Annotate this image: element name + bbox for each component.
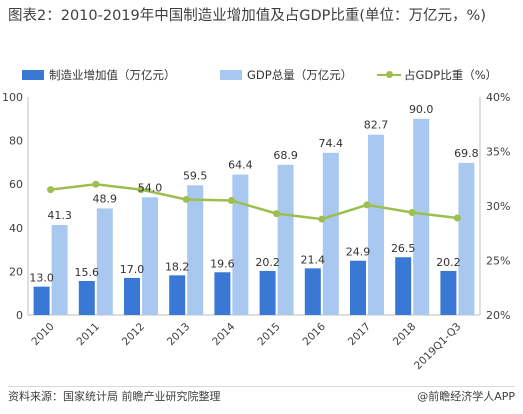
data-label-mfg: 17.0 (120, 263, 145, 276)
bar-mfg (214, 272, 231, 315)
legend-label-gdp: GDP总量（万亿元） (247, 68, 353, 82)
bar-mfg (124, 277, 140, 315)
bar-gdp (142, 197, 158, 315)
legend-label-mfg: 制造业增加值（万亿元） (49, 68, 176, 82)
y-right-tick-label: 20% (486, 309, 510, 322)
bar-gdp (413, 118, 430, 315)
bar-gdp (368, 134, 384, 315)
legend-marker-ratio (386, 71, 393, 78)
bar-gdp (322, 152, 339, 315)
x-tick-label: 2019Q1-Q3 (412, 321, 463, 372)
bar-gdp (51, 224, 68, 315)
y-left-tick-label: 100 (2, 91, 23, 104)
x-tick-label: 2014 (210, 320, 238, 348)
bar-mfg (259, 270, 276, 315)
y-left-tick-label: 60 (9, 178, 23, 191)
bar-mfg (440, 270, 457, 315)
point-ratio (408, 209, 416, 217)
point-ratio (47, 186, 55, 194)
legend-swatch-gdp (220, 70, 242, 80)
bar-gdp (187, 185, 204, 315)
x-tick-label: 2012 (120, 321, 147, 348)
bar-mfg (33, 286, 50, 315)
bar-gdp (458, 162, 475, 315)
data-label-gdp: 54.0 (138, 181, 163, 194)
point-ratio (273, 210, 281, 218)
y-right-tick-label: 40% (486, 91, 510, 104)
legend-swatch-mfg (22, 70, 44, 80)
data-label-gdp: 59.5 (183, 169, 208, 182)
chart-title: 图表2：2010-2019年中国制造业增加值及占GDP比重(单位：万亿元，%) (8, 8, 486, 24)
x-tick-label: 2010 (29, 321, 56, 348)
point-ratio (318, 215, 326, 223)
x-tick-label: 2015 (255, 321, 282, 348)
y-left-tick-label: 40 (9, 222, 23, 235)
data-label-gdp: 41.3 (47, 209, 72, 222)
bar-mfg (350, 260, 366, 315)
data-label-gdp: 48.9 (93, 192, 118, 205)
data-label-mfg: 18.2 (165, 260, 190, 273)
y-right-tick-label: 35% (486, 146, 510, 159)
line-ratio (50, 182, 458, 221)
data-label-mfg: 15.6 (75, 266, 100, 279)
point-ratio (92, 180, 100, 188)
x-tick-label: 2013 (165, 321, 192, 348)
point-ratio (227, 197, 235, 205)
y-left-tick-label: 80 (9, 135, 23, 148)
point-ratio (137, 186, 145, 194)
x-tick-label: 2018 (391, 321, 418, 348)
point-ratio (363, 201, 371, 209)
bar-gdp (277, 164, 294, 315)
bar-mfg (395, 257, 412, 315)
data-label-mfg: 20.2 (255, 256, 280, 269)
bar-mfg (304, 268, 321, 315)
data-label-gdp: 68.9 (273, 149, 298, 162)
data-label-gdp: 90.0 (409, 103, 434, 116)
data-label-mfg: 26.5 (391, 242, 416, 255)
y-left-tick-label: 20 (9, 265, 23, 278)
data-label-mfg: 20.2 (436, 256, 461, 269)
point-ratio (182, 195, 190, 203)
brand-credit: @前瞻经济学人APP (417, 390, 515, 403)
x-tick-label: 2017 (346, 321, 373, 348)
x-tick-label: 2011 (75, 321, 102, 348)
y-right-tick-label: 30% (486, 200, 510, 213)
bar-mfg (78, 280, 95, 315)
data-label-mfg: 13.0 (29, 272, 54, 285)
data-label-gdp: 64.4 (228, 159, 253, 172)
x-tick-label: 2016 (301, 320, 329, 348)
bar-mfg (169, 275, 186, 315)
data-label-mfg: 19.6 (210, 257, 235, 270)
data-label-gdp: 69.8 (454, 147, 479, 160)
y-left-tick-label: 0 (16, 309, 23, 322)
y-right-tick-label: 25% (486, 255, 510, 268)
bar-gdp (232, 174, 249, 315)
data-label-mfg: 24.9 (346, 246, 371, 259)
point-ratio (453, 214, 461, 222)
source-note: 资料来源：国家统计局 前瞻产业研究院整理 (8, 390, 221, 403)
bar-gdp (96, 208, 113, 315)
data-label-mfg: 21.4 (301, 253, 326, 266)
legend-label-ratio: 占GDP比重（%） (404, 68, 498, 82)
data-label-gdp: 74.4 (319, 137, 344, 150)
footer: 资料来源：国家统计局 前瞻产业研究院整理 @前瞻经济学人APP (8, 386, 515, 403)
data-label-gdp: 82.7 (364, 119, 389, 132)
